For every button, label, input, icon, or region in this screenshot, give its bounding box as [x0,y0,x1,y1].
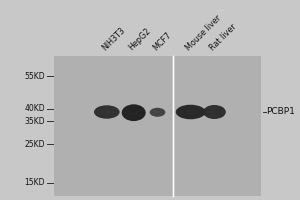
Ellipse shape [122,104,146,121]
Text: HepG2: HepG2 [127,26,153,52]
Ellipse shape [128,111,140,115]
Text: Rat liver: Rat liver [208,22,238,52]
Text: PCBP1: PCBP1 [266,108,295,116]
Ellipse shape [183,110,198,114]
Text: 55KD: 55KD [24,72,45,81]
Ellipse shape [154,111,161,113]
Ellipse shape [203,105,226,119]
Ellipse shape [100,110,113,114]
Ellipse shape [209,110,220,114]
Ellipse shape [150,108,165,117]
Text: 40KD: 40KD [24,104,45,113]
Text: Mouse liver: Mouse liver [184,13,223,52]
Text: NIH3T3: NIH3T3 [100,25,127,52]
Text: 15KD: 15KD [25,178,45,187]
Text: MCF7: MCF7 [151,30,173,52]
Bar [54,56,261,196]
Ellipse shape [94,105,120,119]
Text: 25KD: 25KD [25,140,45,149]
Ellipse shape [176,105,206,119]
Text: 35KD: 35KD [24,117,45,126]
